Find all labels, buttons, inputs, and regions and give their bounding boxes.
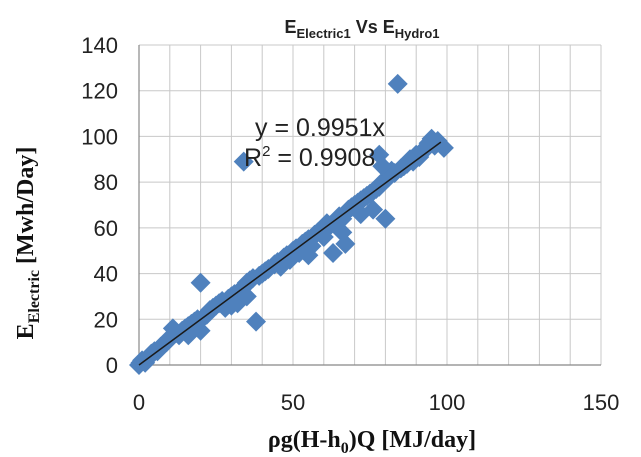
data-point [387, 73, 408, 94]
x-tick-labels: 0 50 100 150 [133, 390, 619, 415]
data-point [236, 286, 257, 307]
label-text: Vs E [351, 17, 395, 37]
data-point [246, 311, 267, 332]
label-subscript: 0 [341, 440, 349, 457]
axes [138, 45, 601, 366]
label-subscript: Electric [26, 270, 43, 323]
x-tick-label: 50 [281, 390, 305, 415]
label-text: E [13, 323, 39, 339]
x-tick-label: 150 [583, 390, 620, 415]
data-point [332, 222, 353, 243]
x-axis-label: ρg(H-h0)Q [MJ/day] [268, 427, 476, 457]
y-tick-labels: 0 20 40 60 80 100 120 140 [81, 33, 118, 378]
y-tick-label: 0 [106, 353, 118, 378]
y-tick-label: 140 [81, 33, 118, 58]
y-tick-label: 100 [81, 124, 118, 149]
trendline [138, 141, 442, 366]
grid-lines [138, 44, 602, 366]
data-point [178, 325, 199, 346]
label-text: )Q [MJ/day] [349, 427, 476, 453]
r-squared-prefix: R [244, 144, 262, 172]
data-point [323, 243, 344, 263]
y-tick-label: 80 [94, 170, 118, 195]
y-tick-label: 20 [94, 307, 118, 332]
data-point [298, 245, 319, 266]
trendline-group [138, 141, 442, 366]
label-subscript: Electric1 [296, 26, 350, 41]
y-tick-label: 120 [81, 79, 118, 104]
y-tick-label: 60 [94, 216, 118, 241]
label-text: E [284, 17, 296, 37]
y-axis-label: EElectric [Mwh/Day] [13, 147, 43, 340]
annotations: y = 0.9951x R2 = 0.9908 [244, 114, 385, 172]
r-squared-superscript: 2 [262, 143, 270, 160]
data-point [233, 151, 254, 172]
r-squared-label: R2 = 0.9908 [244, 143, 375, 172]
r-squared-value: = 0.9908 [270, 144, 375, 172]
chart-title: EElectric1 Vs EHydro1 [284, 17, 439, 41]
y-tick-label: 40 [94, 262, 118, 287]
x-tick-label: 100 [429, 390, 466, 415]
data-point [375, 208, 396, 229]
data-point [350, 204, 371, 225]
x-tick-label: 0 [133, 390, 145, 415]
label-text: [Mwh/Day] [13, 147, 39, 270]
data-point [190, 272, 211, 293]
label-text: ρg(H-h [268, 427, 341, 453]
trendline-equation: y = 0.9951x [255, 114, 385, 142]
data-point [372, 156, 393, 177]
label-subscript: Hydro1 [395, 26, 440, 41]
